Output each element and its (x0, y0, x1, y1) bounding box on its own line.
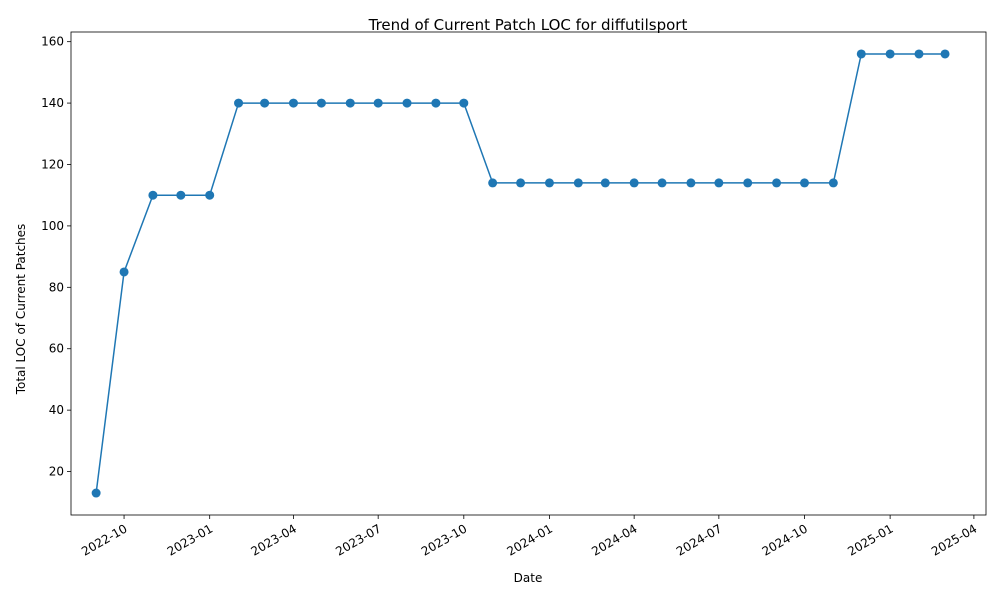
data-point (940, 49, 950, 59)
data-point (91, 488, 101, 498)
y-tick-label: 80 (49, 280, 64, 294)
data-point (799, 178, 809, 188)
data-point (772, 178, 782, 188)
data-point (148, 190, 158, 200)
y-tick-label: 100 (41, 219, 64, 233)
data-point (828, 178, 838, 188)
x-axis-title: Date (514, 571, 543, 585)
data-point (431, 98, 441, 108)
data-point (914, 49, 924, 59)
y-tick-label: 120 (41, 157, 64, 171)
y-tick-label: 40 (49, 403, 64, 417)
data-point (743, 178, 753, 188)
data-point (316, 98, 326, 108)
data-point (260, 98, 270, 108)
data-point (573, 178, 583, 188)
y-tick-label: 140 (41, 96, 64, 110)
data-point (629, 178, 639, 188)
data-point (657, 178, 667, 188)
data-point (714, 178, 724, 188)
data-point (205, 190, 215, 200)
data-point (600, 178, 610, 188)
chart-title: Trend of Current Patch LOC for diffutils… (368, 16, 688, 34)
y-tick-label: 60 (49, 342, 64, 356)
data-point (488, 178, 498, 188)
data-point (459, 98, 469, 108)
y-tick-label: 20 (49, 465, 64, 479)
axes-frame (70, 31, 987, 516)
data-point (686, 178, 696, 188)
data-point (288, 98, 298, 108)
data-point (402, 98, 412, 108)
data-point (885, 49, 895, 59)
data-point (176, 190, 186, 200)
data-point (234, 98, 244, 108)
data-point (345, 98, 355, 108)
data-point (516, 178, 526, 188)
y-tick-label: 160 (41, 35, 64, 49)
y-axis-title: Total LOC of Current Patches (14, 224, 28, 396)
data-point (119, 267, 129, 277)
data-point (373, 98, 383, 108)
data-point (544, 178, 554, 188)
data-point (856, 49, 866, 59)
